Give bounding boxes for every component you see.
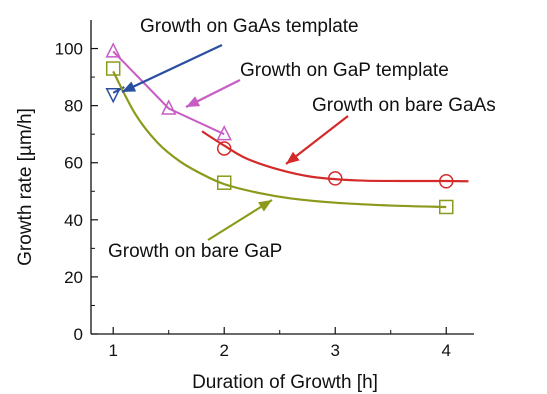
y-tick-label: 40	[64, 211, 83, 230]
fit-line-growth-on-bare-gaas	[201, 130, 469, 183]
series-line-growth-on-gap-template	[112, 50, 225, 136]
data-point-growth-on-bare-gaas	[216, 141, 232, 156]
x-axis-title: Duration of Growth [h]	[192, 372, 378, 393]
annotations: Growth on GaAs template Growth on GaP te…	[108, 16, 496, 262]
x-tick-label: 4	[442, 341, 451, 360]
data-point-growth-on-gap-template	[216, 125, 232, 141]
data-point-growth-on-gap-template	[160, 99, 177, 115]
x-tick-label: 2	[219, 341, 228, 360]
x-tick-label: 3	[330, 341, 339, 360]
annotation-gap-template: Growth on GaP template	[240, 60, 449, 81]
annotation-gaas-template: Growth on GaAs template	[140, 16, 359, 37]
annotation-arrow-line	[121, 44, 223, 93]
annotation-arrow-head	[286, 151, 300, 164]
annotation-arrow-head	[122, 81, 137, 92]
annotation-bare-gap: Growth on bare GaP	[108, 241, 282, 262]
data-point-growth-on-gaas-template	[105, 87, 121, 104]
y-tick-label: 60	[64, 154, 83, 173]
data-point-growth-on-bare-gaas	[327, 171, 343, 186]
axes: 0 20 40 60 80 100 1 2 3 4	[55, 20, 474, 360]
annotation-arrow-head	[258, 200, 272, 212]
y-tick-label: 20	[64, 268, 83, 287]
data-point-growth-on-bare-gap	[105, 61, 121, 76]
y-tick-label: 100	[55, 40, 83, 59]
data-point-growth-on-bare-gaas	[438, 174, 454, 189]
y-tick-label: 80	[64, 97, 83, 116]
x-tick-label: 1	[108, 341, 117, 360]
y-tick-label: 0	[74, 325, 83, 344]
fit-line-growth-on-bare-gap	[112, 70, 447, 209]
annotation-arrow-line	[285, 115, 349, 165]
y-axis-title: Growth rate [µm/h]	[15, 108, 36, 266]
plot-area	[105, 42, 469, 215]
data-point-growth-on-bare-gap	[216, 175, 232, 190]
annotation-bare-gaas: Growth on bare GaAs	[312, 95, 496, 116]
data-point-growth-on-bare-gap	[438, 199, 454, 215]
annotation-arrow-head	[186, 96, 201, 107]
data-point-growth-on-gap-template	[105, 42, 121, 58]
